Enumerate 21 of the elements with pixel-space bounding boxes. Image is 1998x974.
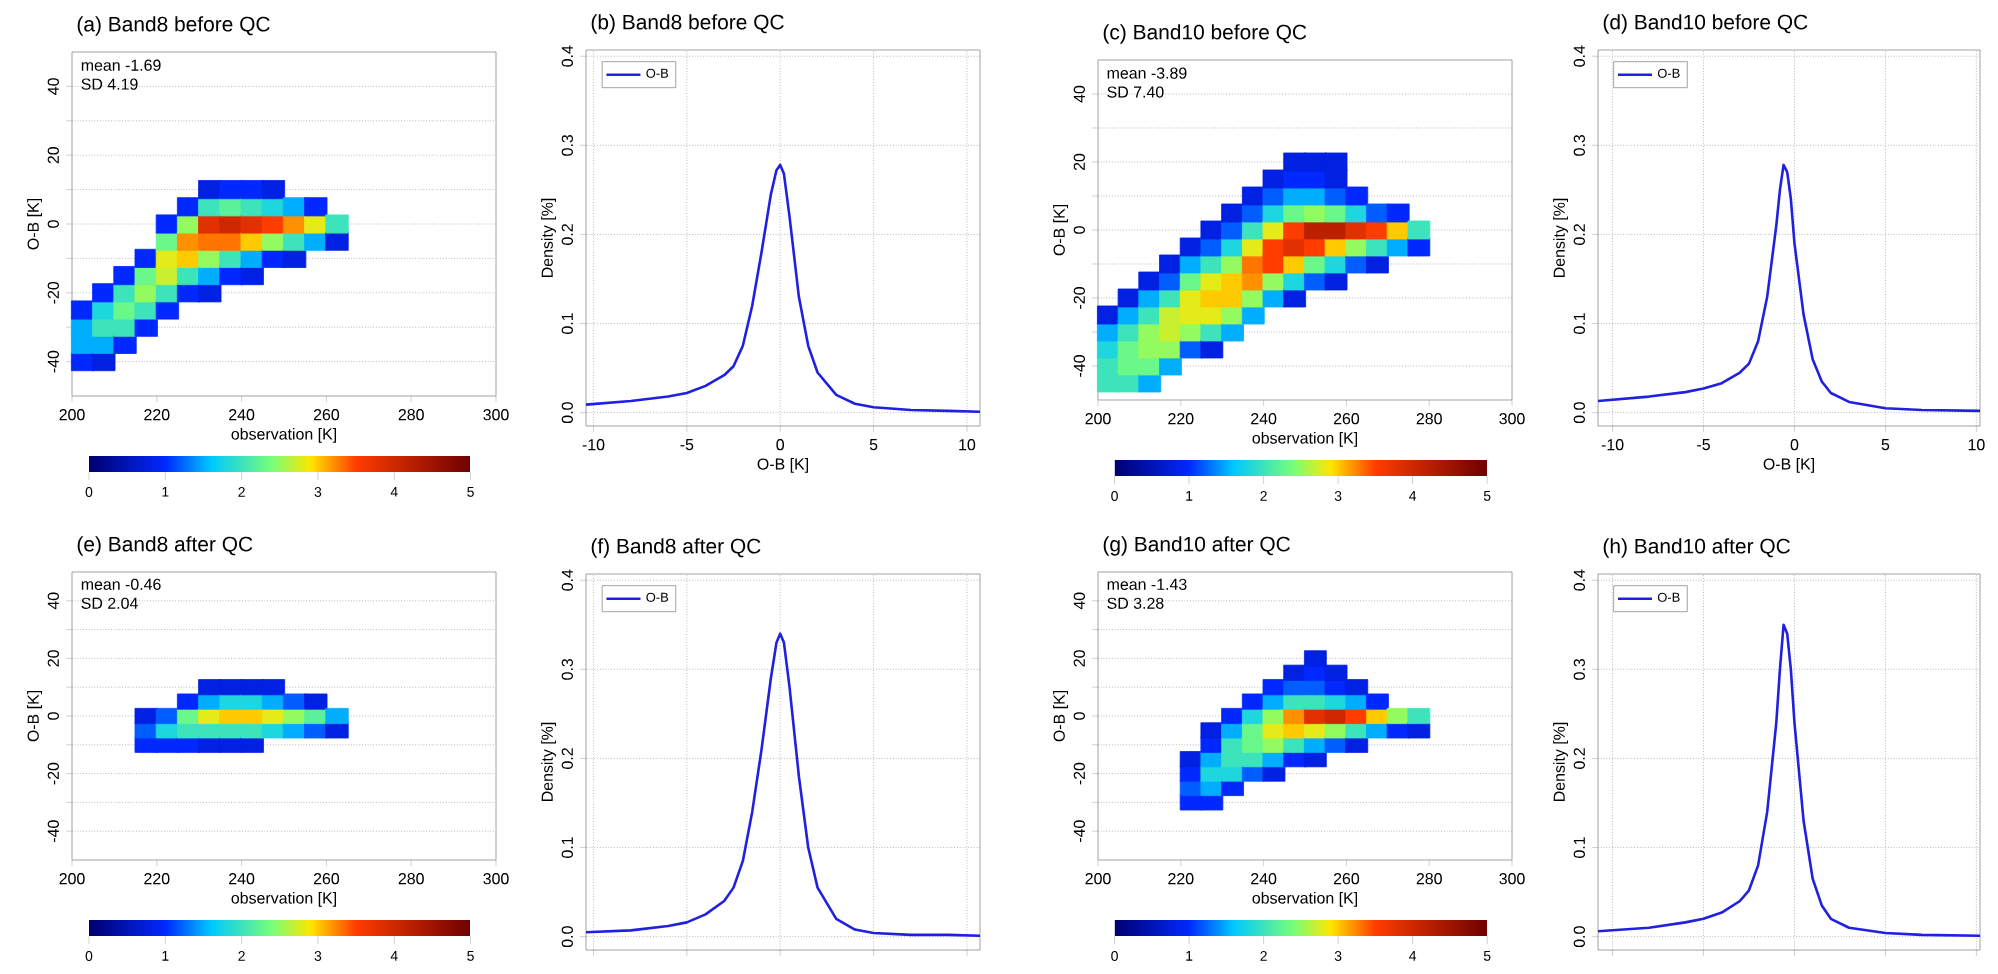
point: [325, 722, 349, 739]
point: [304, 693, 328, 710]
point: [240, 679, 264, 696]
line-series: [586, 632, 981, 938]
chart-title: (b) Band8 before QC: [591, 14, 784, 34]
point: [325, 707, 349, 725]
point: [155, 707, 180, 725]
line-series: [586, 163, 981, 414]
chart-title: (d) Band10 before QC: [1603, 14, 1808, 34]
chart-title: (g) Band10 after QC: [1103, 536, 1290, 556]
point: [240, 736, 264, 753]
chart-title: (e) Band8 after QC: [77, 536, 253, 556]
chart-title: (h) Band10 after QC: [1603, 538, 1790, 558]
line-series: [1598, 163, 1981, 413]
point: [198, 679, 222, 696]
line-series: [1598, 623, 1981, 938]
chart-title: (a) Band8 before QC: [77, 16, 270, 36]
chart-title: (f) Band8 after QC: [591, 538, 761, 558]
point: [219, 679, 243, 696]
point: [134, 707, 158, 725]
chart-title: (c) Band10 before QC: [1103, 24, 1307, 44]
